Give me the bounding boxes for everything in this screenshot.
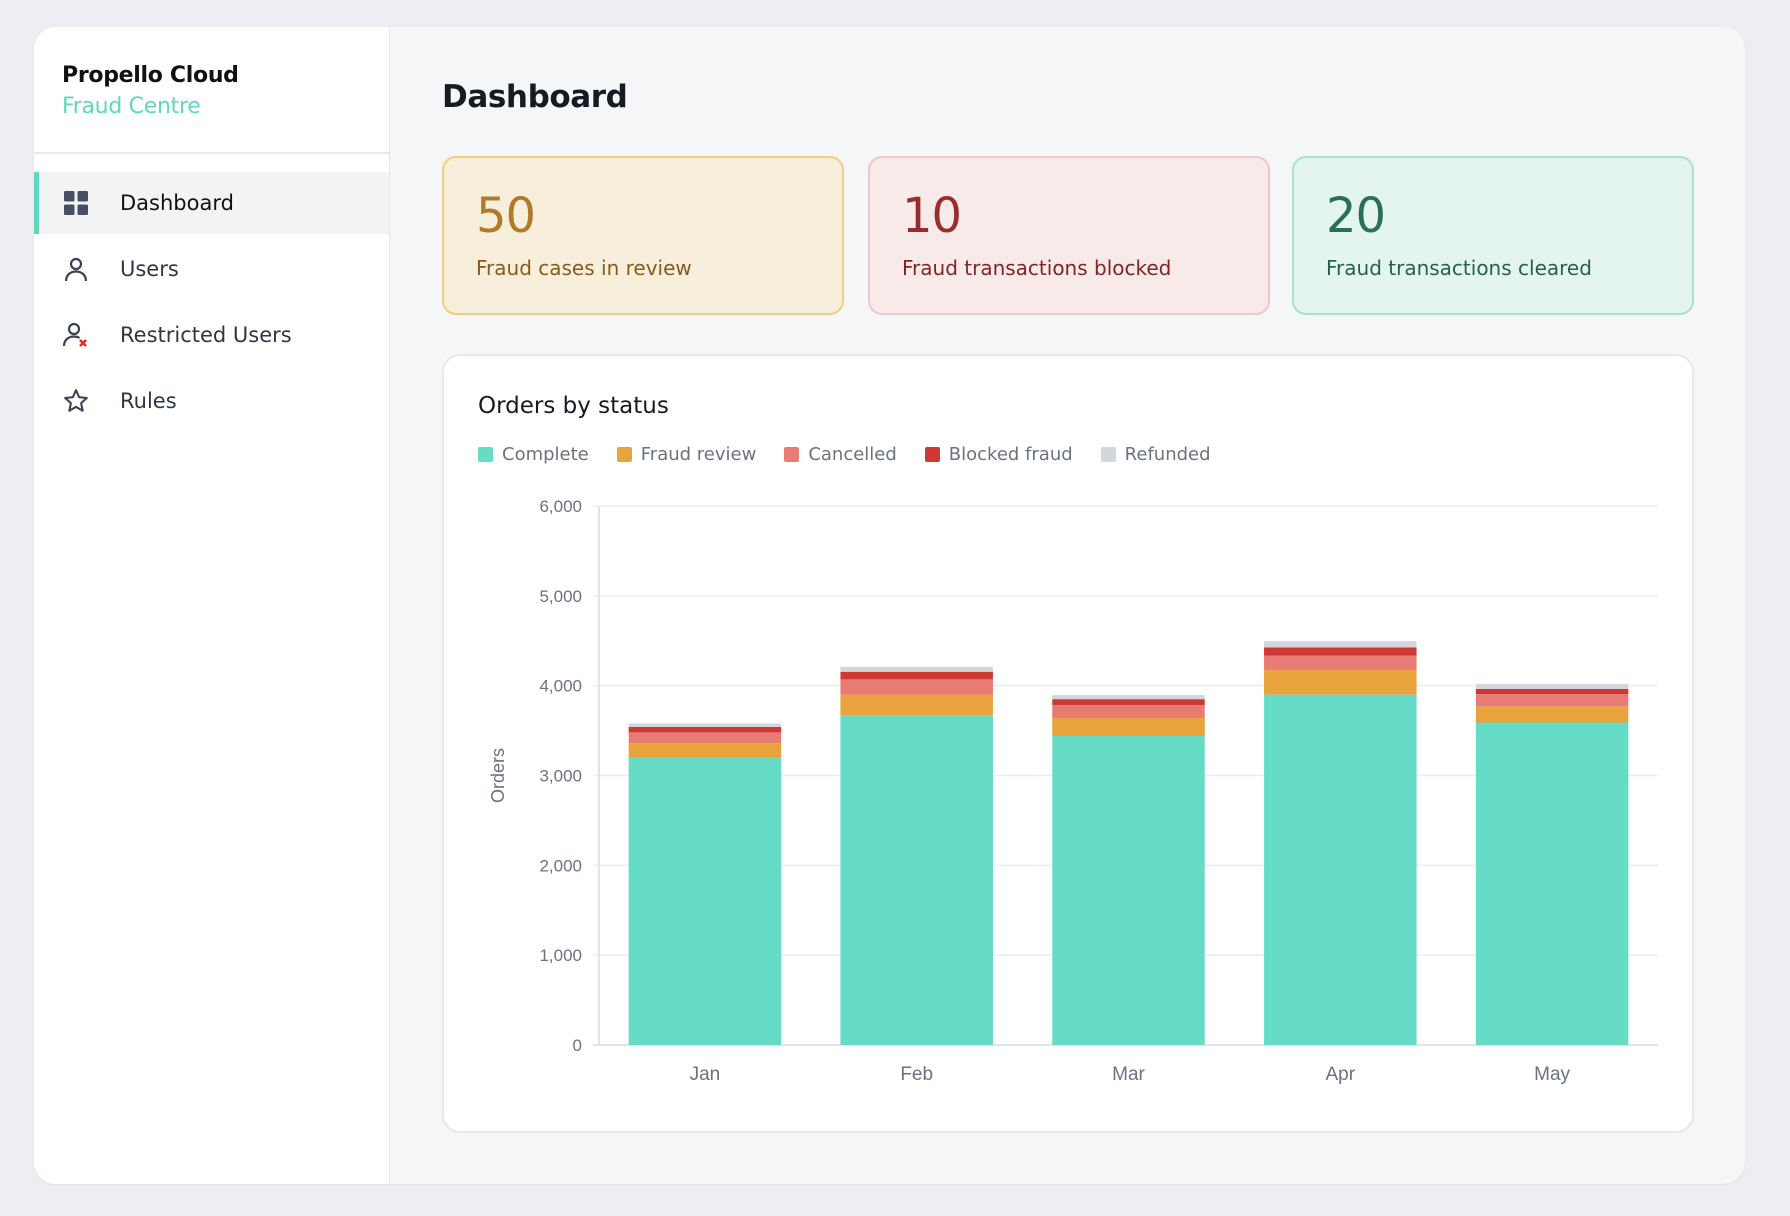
stat-card-review[interactable]: 50 Fraud cases in review <box>442 156 844 315</box>
bar-segment-fraud-review <box>1264 669 1417 695</box>
y-tick-label: 4,000 <box>539 677 582 696</box>
brand-subtitle: Fraud Centre <box>62 94 201 119</box>
x-tick-label: Jan <box>690 1064 721 1085</box>
stat-card-cleared[interactable]: 20 Fraud transactions cleared <box>1292 156 1694 315</box>
bar-segment-complete <box>1052 735 1205 1045</box>
stat-value: 10 <box>902 188 962 244</box>
bar-segment-refunded <box>628 723 782 727</box>
sidebar-nav: Dashboard Users Restricted Users Rules <box>34 172 389 436</box>
bar-segment-refunded <box>1264 641 1417 648</box>
legend-item[interactable]: Complete <box>478 444 589 465</box>
y-tick-label: 3,000 <box>539 767 582 786</box>
y-tick-label: 2,000 <box>539 856 582 875</box>
bar-segment-fraud-review <box>840 694 993 716</box>
x-tick-label: Feb <box>900 1064 933 1085</box>
bar-segment-refunded <box>1052 695 1205 700</box>
stat-label: Fraud transactions cleared <box>1326 256 1592 280</box>
legend-item[interactable]: Blocked fraud <box>924 444 1073 465</box>
bar-segment-refunded <box>840 666 993 672</box>
x-tick-label: Mar <box>1112 1064 1145 1085</box>
bar-segment-blocked-fraud <box>1052 699 1205 705</box>
bar-segment-complete <box>1475 722 1629 1045</box>
legend-label: Blocked fraud <box>948 444 1073 465</box>
page-title: Dashboard <box>442 79 628 115</box>
brand-name: Propello Cloud <box>62 63 239 88</box>
orders-chart: 0 1,000 2,000 3,000 4,000 5,000 6,000 Orders Jan… <box>488 497 1658 1085</box>
brand: Propello Cloud Fraud Centre <box>62 63 239 119</box>
sidebar-item-label: Users <box>120 257 179 281</box>
bar-segment-cancelled <box>840 679 993 695</box>
stat-card-blocked[interactable]: 10 Fraud transactions blocked <box>868 156 1270 315</box>
stat-label: Fraud cases in review <box>476 256 692 280</box>
bar-segment-cancelled <box>1264 655 1417 670</box>
bar-segment-blocked-fraud <box>840 671 993 680</box>
legend-label: Fraud review <box>640 444 757 465</box>
y-tick-label: 5,000 <box>539 587 582 606</box>
app-window: Propello Cloud Fraud Centre Dashboard Us… <box>34 27 1745 1184</box>
chart-title: Orders by status <box>478 393 669 419</box>
bar-segment-complete <box>628 757 782 1045</box>
bar-segment-cancelled <box>1052 704 1205 719</box>
legend-item[interactable]: Fraud review <box>616 444 757 465</box>
stat-value: 20 <box>1326 188 1386 244</box>
sidebar-item-label: Dashboard <box>120 191 234 215</box>
sidebar-item-restricted-users[interactable]: Restricted Users <box>34 304 389 366</box>
legend-item[interactable]: Refunded <box>1100 444 1211 465</box>
stat-value: 50 <box>476 188 536 244</box>
chart-legend: Complete Fraud review Cancelled Blocked fra… <box>478 444 1211 465</box>
y-tick-label: 1,000 <box>539 946 582 965</box>
bar-segment-blocked-fraud <box>1264 647 1417 656</box>
legend-swatch <box>616 447 632 462</box>
sidebar-item-label: Restricted Users <box>120 323 292 347</box>
stat-label: Fraud transactions blocked <box>902 256 1172 280</box>
grid-icon <box>62 189 90 217</box>
sidebar-item-rules[interactable]: Rules <box>34 370 389 432</box>
legend-label: Refunded <box>1124 444 1211 465</box>
sidebar: Propello Cloud Fraud Centre Dashboard Us… <box>34 27 390 1184</box>
sidebar-item-users[interactable]: Users <box>34 238 389 300</box>
bar-segment-blocked-fraud <box>628 726 782 733</box>
bar-segment-cancelled <box>1475 694 1629 707</box>
star-icon <box>62 387 90 415</box>
legend-swatch <box>1100 447 1116 462</box>
sidebar-divider <box>34 152 389 154</box>
legend-swatch <box>478 447 493 462</box>
main-content: Dashboard 50 Fraud cases in review 10 Fr… <box>390 27 1745 1184</box>
legend-label: Cancelled <box>808 444 897 465</box>
bar-segment-cancelled <box>628 732 782 744</box>
legend-swatch <box>784 447 800 462</box>
bar-segment-fraud-review <box>628 743 782 758</box>
legend-item[interactable]: Cancelled <box>784 444 897 465</box>
bar-segment-fraud-review <box>1475 706 1629 723</box>
x-tick-label: Apr <box>1326 1064 1356 1085</box>
legend-swatch <box>924 447 940 462</box>
bar-segment-blocked-fraud <box>1475 688 1629 695</box>
sidebar-item-dashboard[interactable]: Dashboard <box>34 172 389 234</box>
legend-label: Complete <box>502 444 589 465</box>
y-axis-title: Orders <box>488 748 508 803</box>
user-restricted-icon <box>62 321 90 349</box>
bar-segment-fraud-review <box>1052 718 1205 736</box>
user-icon <box>62 255 90 283</box>
bar-segment-complete <box>1264 694 1417 1045</box>
bar-segment-refunded <box>1475 683 1629 689</box>
y-tick-label: 6,000 <box>539 497 582 516</box>
x-tick-label: May <box>1534 1064 1570 1085</box>
orders-chart-card: 0 1,000 2,000 3,000 4,000 5,000 6,000 Orders Jan… <box>442 354 1694 1133</box>
bar-segment-complete <box>840 715 993 1045</box>
y-tick-label: 0 <box>573 1036 582 1055</box>
sidebar-item-label: Rules <box>120 389 177 413</box>
